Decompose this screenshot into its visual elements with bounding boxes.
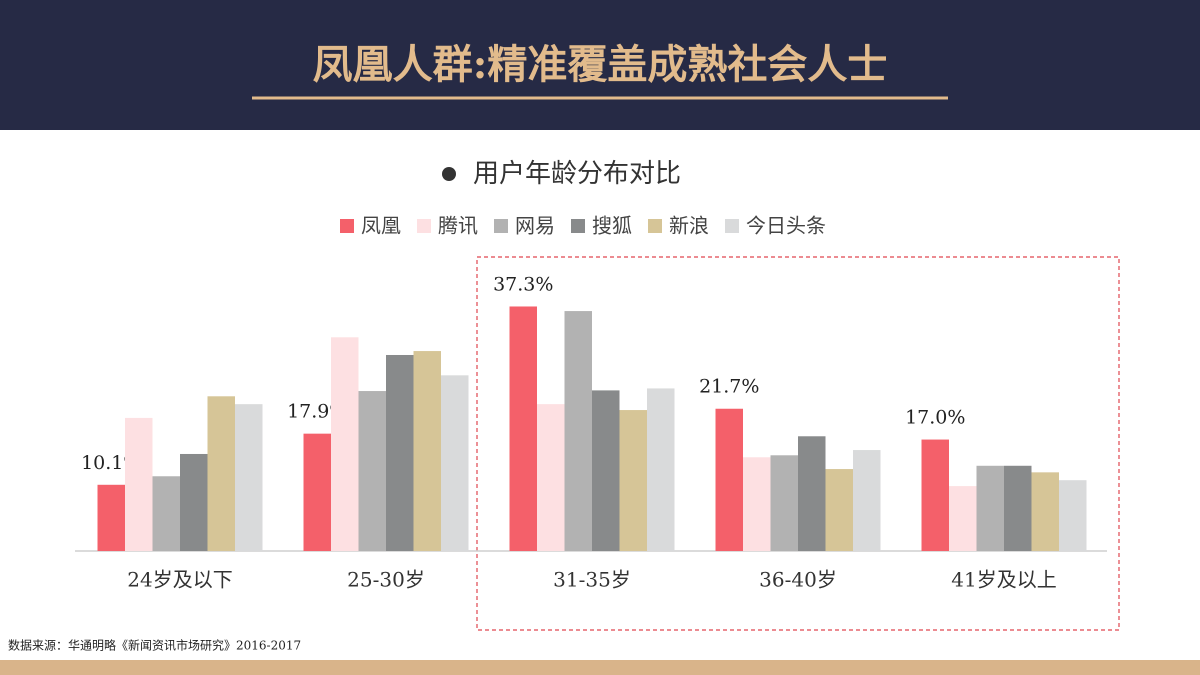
bar — [97, 484, 125, 551]
highlight-box — [476, 256, 1120, 631]
bar — [743, 457, 771, 551]
legend-label: 新浪 — [669, 214, 709, 238]
bar — [825, 469, 853, 551]
legend-swatch — [725, 219, 739, 233]
bar — [331, 337, 359, 551]
bar — [798, 436, 826, 551]
legend-label: 腾讯 — [438, 214, 478, 238]
x-tick-label: 41岁及以上 — [951, 568, 1056, 592]
header-title: 凤凰人群:精准覆盖成熟社会人士 — [313, 41, 888, 88]
footer-band — [0, 660, 1200, 675]
legend-swatch — [648, 219, 662, 233]
legend-label: 网易 — [515, 214, 555, 238]
bar — [1059, 480, 1087, 551]
bar — [413, 351, 441, 551]
bar — [509, 306, 537, 551]
bar — [619, 410, 647, 551]
x-tick-label: 36-40岁 — [759, 568, 837, 592]
value-label: 37.3% — [493, 273, 553, 295]
bar — [441, 375, 469, 551]
bar — [770, 455, 798, 551]
title-bullet — [442, 167, 456, 181]
legend-swatch — [571, 219, 585, 233]
bar — [125, 417, 153, 551]
bar — [647, 388, 675, 551]
bar — [303, 433, 331, 551]
value-label: 17.0% — [905, 407, 965, 429]
bar — [976, 465, 1004, 551]
bar — [207, 396, 235, 551]
bar — [853, 450, 881, 551]
bar — [180, 453, 208, 551]
bar — [152, 476, 180, 551]
legend-label: 凤凰 — [361, 214, 401, 238]
legend-swatch — [340, 219, 354, 233]
x-tick-label: 31-35岁 — [553, 568, 631, 592]
chart-title: 用户年龄分布对比 — [473, 159, 681, 189]
bar — [358, 391, 386, 551]
bar — [235, 404, 263, 551]
bar — [537, 404, 565, 551]
bar — [921, 439, 949, 551]
bar — [592, 390, 620, 551]
bar — [386, 354, 414, 551]
value-label: 21.7% — [699, 376, 759, 398]
header-band — [0, 0, 1200, 130]
bar — [715, 408, 743, 551]
legend-label: 搜狐 — [592, 214, 632, 238]
x-tick-label: 24岁及以下 — [127, 568, 232, 592]
source-note: 数据来源：华通明略《新闻资讯市场研究》2016-2017 — [8, 638, 301, 653]
legend-swatch — [494, 219, 508, 233]
x-tick-label: 25-30岁 — [347, 568, 425, 592]
bar — [1004, 465, 1032, 551]
bar — [1031, 472, 1059, 551]
bar — [564, 311, 592, 551]
bar — [949, 486, 977, 551]
legend-swatch — [417, 219, 431, 233]
legend-label: 今日头条 — [746, 214, 826, 238]
